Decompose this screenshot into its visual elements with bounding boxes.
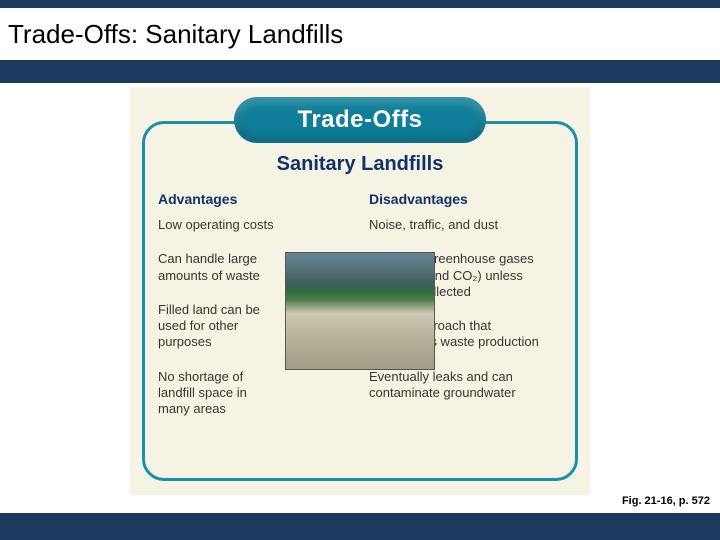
tradeoffs-card: Trade-Offs Sanitary Landfills Advantages…: [130, 87, 590, 495]
advantage-item: Can handle large amounts of waste: [158, 251, 276, 284]
figure-caption: Fig. 21-16, p. 572: [622, 495, 710, 507]
content-area: Trade-Offs Sanitary Landfills Advantages…: [0, 83, 720, 513]
advantages-heading: Advantages: [158, 191, 351, 207]
title-bar: Trade-Offs: Sanitary Landfills: [0, 8, 720, 60]
disadvantages-heading: Disadvantages: [369, 191, 562, 207]
advantage-item: No shortage of landfill space in many ar…: [158, 369, 276, 418]
disadvantage-item: Eventually leaks and can contaminate gro…: [369, 369, 549, 402]
card-pill: Trade-Offs: [234, 97, 486, 143]
slide-root: Trade-Offs: Sanitary Landfills Trade-Off…: [0, 0, 720, 540]
advantage-item: Low operating costs: [158, 217, 351, 233]
landfill-photo: [286, 253, 434, 369]
card-pill-label: Trade-Offs: [297, 106, 422, 134]
card-subtitle: Sanitary Landfills: [130, 153, 590, 176]
disadvantage-item: Noise, traffic, and dust: [369, 217, 549, 233]
slide-title: Trade-Offs: Sanitary Landfills: [8, 19, 343, 50]
advantage-item: Filled land can be used for other purpos…: [158, 302, 276, 351]
